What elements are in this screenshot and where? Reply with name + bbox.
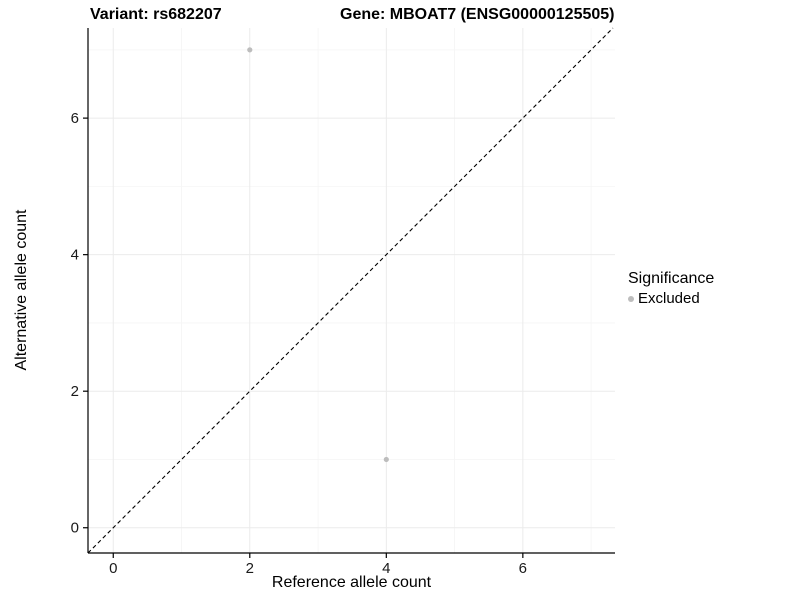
- y-tick-label: 0: [71, 520, 79, 537]
- legend-title: Significance: [628, 270, 715, 287]
- legend-item-label: Excluded: [638, 290, 700, 307]
- x-tick-label: 2: [246, 560, 254, 577]
- data-point: [247, 47, 253, 53]
- y-tick-label: 2: [71, 383, 79, 400]
- x-tick-label: 4: [382, 560, 390, 577]
- x-tick-label: 6: [519, 560, 527, 577]
- legend-point-icon: [628, 295, 634, 302]
- chart-title-variant: Variant: rs682207: [90, 6, 222, 23]
- data-point: [383, 456, 389, 463]
- identity-line: [87, 27, 614, 554]
- y-tick-label: 6: [71, 110, 79, 127]
- x-axis-title: Reference allele count: [271, 574, 432, 591]
- x-tick-label: 0: [109, 560, 117, 577]
- legend: Significance Excluded: [628, 270, 714, 307]
- y-tick-label: 4: [71, 247, 79, 264]
- chart-title-gene: Gene: MBOAT7 (ENSG00000125505): [340, 6, 615, 23]
- y-axis-title: Alternative allele count: [13, 209, 30, 371]
- legend-item-excluded: Excluded: [628, 290, 714, 307]
